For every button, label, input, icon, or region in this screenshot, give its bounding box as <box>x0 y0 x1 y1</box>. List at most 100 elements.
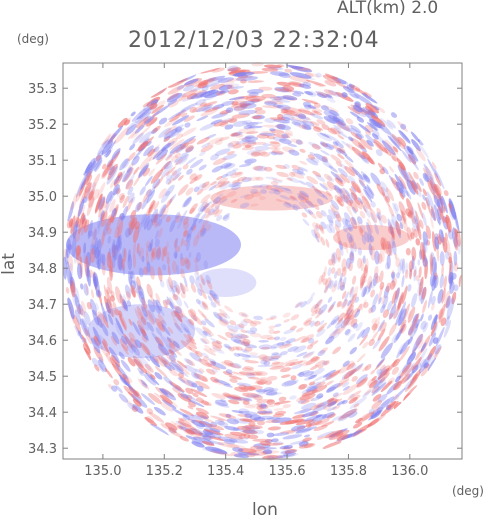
field-speckle <box>139 342 151 356</box>
field-speckle <box>198 182 207 191</box>
field-speckle <box>183 229 189 237</box>
field-speckle <box>332 392 339 398</box>
field-speckle <box>295 419 314 426</box>
field-speckle <box>296 425 307 430</box>
field-speckle <box>349 346 358 355</box>
field-speckle <box>80 178 86 191</box>
field-speckle <box>191 103 212 113</box>
field-speckle <box>410 232 415 240</box>
field-speckle <box>307 386 317 392</box>
field-speckle <box>330 315 340 325</box>
field-speckle <box>345 118 354 125</box>
field-speckle <box>313 424 328 432</box>
field-speckle <box>117 256 122 270</box>
field-speckle <box>185 387 194 395</box>
field-speckle <box>332 117 341 123</box>
field-speckle <box>190 91 208 100</box>
field-speckle <box>203 101 218 107</box>
field-speckle <box>258 86 273 91</box>
field-speckle <box>151 247 158 260</box>
field-speckle <box>217 177 228 185</box>
field-speckle <box>279 336 287 341</box>
field-speckle <box>188 346 199 355</box>
field-speckle <box>340 188 351 199</box>
field-speckle <box>422 241 426 261</box>
field-speckle <box>406 179 416 195</box>
field-speckle <box>231 100 239 106</box>
field-speckle <box>240 320 248 327</box>
field-speckle <box>268 146 279 151</box>
field-speckle <box>333 280 338 288</box>
field-speckle <box>401 274 405 288</box>
field-speckle <box>387 240 394 256</box>
field-speckle <box>140 328 147 337</box>
field-speckle <box>133 254 136 269</box>
field-speckle <box>76 206 81 222</box>
field-speckle <box>339 163 348 170</box>
field-speckle <box>376 213 381 221</box>
field-speckle <box>301 98 318 105</box>
field-speckle <box>443 319 452 338</box>
field-speckle <box>350 243 355 257</box>
field-speckle <box>380 117 394 130</box>
field-speckle <box>324 277 332 289</box>
field-speckle <box>210 153 220 161</box>
field-speckle <box>363 205 371 218</box>
field-speckle <box>191 441 205 448</box>
field-speckle <box>224 124 234 130</box>
field-speckle <box>160 334 172 349</box>
field-speckle <box>143 313 148 321</box>
field-speckle <box>180 209 188 222</box>
field-speckle <box>100 253 104 264</box>
field-speckle <box>201 228 207 238</box>
field-speckle <box>177 95 189 102</box>
field-speckle <box>189 158 204 169</box>
field-speckle <box>185 156 197 165</box>
field-speckle <box>196 137 210 145</box>
field-speckle <box>136 201 143 211</box>
field-speckle <box>247 434 259 440</box>
field-speckle <box>141 255 145 263</box>
field-speckle <box>180 292 186 299</box>
field-speckle <box>226 151 235 155</box>
field-speckle <box>293 203 301 210</box>
field-speckle <box>199 338 208 345</box>
field-speckle <box>343 314 352 326</box>
field-speckle <box>220 361 236 368</box>
field-speckle <box>420 363 431 377</box>
field-speckle <box>195 411 210 419</box>
field-speckle <box>249 327 258 333</box>
field-speckle <box>301 212 308 218</box>
field-speckle <box>422 172 430 183</box>
field-speckle <box>250 151 261 157</box>
field-speckle <box>356 116 365 123</box>
field-speckle <box>270 118 283 122</box>
field-speckle <box>241 120 253 125</box>
field-speckle <box>384 139 399 155</box>
field-speckle <box>222 153 237 161</box>
field-speckle <box>169 301 175 310</box>
field-speckle <box>314 359 326 367</box>
field-speckle <box>366 222 372 238</box>
field-speckle <box>286 177 293 181</box>
field-speckle <box>445 214 452 233</box>
field-speckle <box>78 186 88 208</box>
field-speckle <box>358 179 367 189</box>
field-speckle <box>330 267 336 274</box>
field-speckle <box>201 142 211 148</box>
field-speckle <box>359 210 366 219</box>
field-speckle <box>201 352 210 358</box>
field-speckle <box>160 160 171 172</box>
field-speckle <box>350 180 362 194</box>
field-speckle <box>162 264 167 271</box>
field-speckle <box>346 298 355 312</box>
field-speckle <box>138 250 141 257</box>
field-speckle <box>431 303 435 311</box>
field-speckle <box>278 396 287 402</box>
field-speckle <box>387 300 393 312</box>
field-speckle <box>161 359 172 370</box>
field-speckle <box>196 397 205 404</box>
field-speckle <box>154 366 168 378</box>
field-speckle <box>279 351 288 356</box>
field-speckle <box>203 260 209 269</box>
